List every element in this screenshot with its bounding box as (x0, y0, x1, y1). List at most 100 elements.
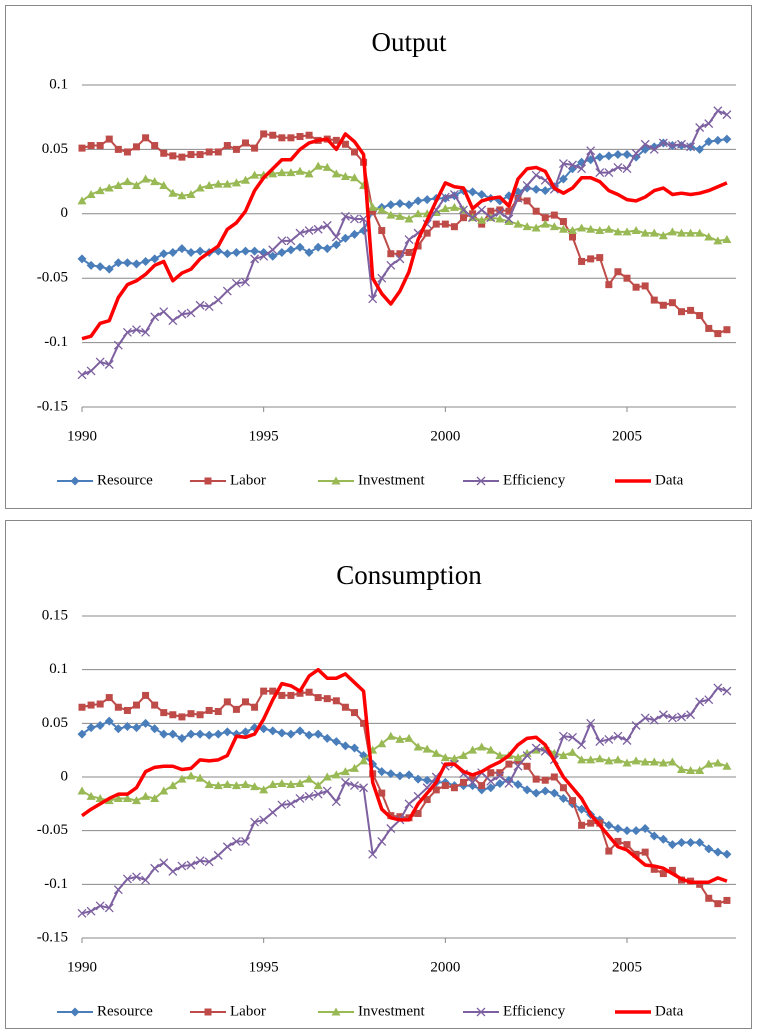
marker (214, 708, 222, 716)
marker (104, 264, 114, 274)
marker (695, 837, 705, 847)
marker (222, 179, 232, 188)
marker (386, 210, 396, 219)
y-tick-label: 0.05 (42, 141, 68, 157)
marker (704, 844, 714, 854)
marker (378, 227, 386, 235)
x-tick-label: 2000 (430, 959, 460, 975)
y-tick-label: 0 (61, 205, 69, 221)
marker (169, 152, 177, 160)
marker (350, 229, 359, 239)
marker (77, 786, 87, 795)
marker (568, 160, 577, 170)
marker (105, 135, 113, 143)
marker (432, 786, 440, 794)
marker (586, 146, 596, 156)
marker (305, 131, 313, 139)
marker (122, 793, 132, 802)
marker (86, 189, 96, 198)
marker (714, 900, 722, 908)
marker (296, 133, 304, 141)
marker (531, 170, 541, 180)
marker (622, 758, 632, 767)
marker (259, 815, 269, 825)
marker (513, 193, 523, 203)
marker (277, 168, 287, 177)
marker (142, 134, 150, 142)
marker (613, 731, 623, 741)
marker (558, 793, 568, 803)
marker (123, 148, 131, 156)
legend-label: Investment (358, 472, 425, 488)
marker (632, 283, 640, 291)
x-tick-label: 2005 (612, 959, 642, 975)
marker (449, 754, 459, 763)
y-tick-label: -0.1 (44, 334, 68, 350)
marker (160, 149, 168, 157)
legend-label: Data (655, 472, 684, 488)
marker (704, 695, 714, 705)
marker (577, 804, 587, 814)
series (80, 667, 728, 884)
marker (478, 782, 486, 790)
marker (86, 906, 96, 916)
marker (96, 142, 104, 150)
legend-marker (204, 477, 212, 485)
marker (350, 743, 359, 753)
marker (368, 294, 378, 304)
marker (614, 837, 622, 845)
marker (613, 162, 623, 172)
marker (605, 281, 613, 289)
marker (396, 250, 404, 258)
marker (723, 896, 731, 904)
legend-marker (331, 476, 341, 485)
marker (623, 841, 631, 849)
marker (513, 219, 523, 228)
marker (686, 710, 696, 720)
x-tick-label: 1990 (67, 959, 97, 975)
marker (622, 150, 632, 160)
marker (142, 691, 150, 699)
marker (241, 175, 250, 184)
marker (177, 309, 187, 319)
marker (549, 222, 559, 231)
marker (550, 773, 558, 781)
marker (695, 228, 705, 237)
marker (241, 277, 250, 287)
marker (705, 324, 713, 332)
marker (531, 184, 541, 194)
marker (468, 187, 478, 197)
marker (250, 254, 260, 264)
marker (486, 213, 496, 223)
marker (640, 824, 650, 834)
marker (122, 722, 132, 732)
legend-marker (476, 1007, 486, 1017)
marker (559, 784, 567, 792)
marker (222, 780, 232, 789)
marker (350, 781, 359, 791)
marker (404, 235, 414, 245)
marker (86, 723, 96, 733)
marker (132, 796, 141, 805)
marker (122, 874, 132, 884)
marker (431, 748, 441, 757)
marker (695, 144, 705, 154)
marker (159, 180, 169, 189)
marker (658, 138, 668, 148)
marker (495, 751, 505, 760)
marker (413, 742, 423, 751)
marker (667, 227, 677, 236)
marker (359, 214, 369, 224)
legend-label: Labor (230, 1003, 266, 1019)
marker (386, 731, 396, 740)
marker (77, 370, 87, 380)
marker (640, 757, 650, 766)
marker (268, 780, 278, 789)
marker (404, 770, 414, 780)
marker (141, 256, 151, 266)
marker (186, 189, 196, 198)
marker (395, 254, 405, 264)
marker (322, 244, 332, 254)
marker (250, 170, 260, 179)
